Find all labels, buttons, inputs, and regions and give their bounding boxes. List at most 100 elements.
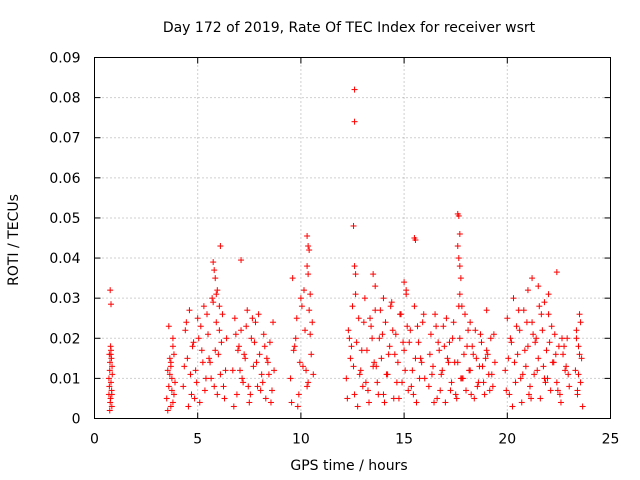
data-point: [165, 383, 172, 390]
data-point: [475, 379, 482, 386]
data-point: [190, 339, 197, 346]
data-point: [518, 399, 525, 406]
data-point: [205, 331, 212, 338]
data-point: [426, 351, 433, 358]
data-point: [566, 383, 573, 390]
data-point: [294, 403, 301, 410]
data-point: [437, 387, 444, 394]
data-point: [106, 359, 113, 366]
data-point: [220, 383, 227, 390]
data-point: [347, 355, 354, 362]
data-point: [378, 355, 385, 362]
data-point: [290, 347, 297, 354]
data-point: [199, 359, 206, 366]
data-point: [403, 287, 410, 294]
data-point: [386, 343, 393, 350]
data-point: [398, 311, 405, 318]
data-point: [557, 399, 564, 406]
data-point: [348, 343, 355, 350]
data-point: [367, 315, 374, 322]
data-point: [516, 327, 523, 334]
data-point: [575, 343, 582, 350]
data-point: [524, 343, 531, 350]
data-point: [381, 399, 388, 406]
data-point: [523, 319, 530, 326]
data-point: [410, 391, 417, 398]
data-point: [503, 387, 510, 394]
data-point: [210, 259, 217, 266]
data-point: [434, 395, 441, 402]
data-point: [170, 391, 177, 398]
data-point: [109, 371, 116, 378]
data-point: [233, 391, 240, 398]
data-point: [263, 355, 270, 362]
data-point: [412, 355, 419, 362]
data-point: [376, 335, 383, 342]
data-point: [201, 387, 208, 394]
data-point: [217, 243, 224, 250]
data-point: [451, 359, 458, 366]
data-point: [458, 303, 465, 310]
data-point: [445, 359, 452, 366]
data-point: [229, 367, 236, 374]
data-point: [193, 379, 200, 386]
data-point: [271, 367, 278, 374]
data-point: [389, 327, 396, 334]
data-point: [512, 379, 519, 386]
y-tick-label: 0.01: [49, 371, 80, 387]
data-point: [573, 327, 580, 334]
data-point: [372, 307, 379, 314]
data-point: [191, 395, 198, 402]
axis-ticks: [94, 57, 611, 419]
data-point: [292, 335, 299, 342]
data-point: [217, 371, 224, 378]
data-point: [377, 307, 384, 314]
data-point: [387, 303, 394, 310]
data-point: [287, 375, 294, 382]
data-point: [489, 383, 496, 390]
data-point: [306, 307, 313, 314]
data-point: [425, 383, 432, 390]
data-point: [550, 359, 557, 366]
data-point: [411, 303, 418, 310]
data-point: [261, 343, 268, 350]
data-point: [444, 355, 451, 362]
data-point: [188, 391, 195, 398]
data-point: [344, 395, 351, 402]
data-point: [369, 335, 376, 342]
data-point: [545, 311, 552, 318]
data-point: [187, 371, 194, 378]
data-point: [242, 355, 249, 362]
data-point: [484, 351, 491, 358]
data-point: [392, 331, 399, 338]
data-point: [107, 287, 114, 294]
data-point: [401, 347, 408, 354]
data-point: [457, 275, 464, 282]
data-point: [524, 287, 531, 294]
data-point: [577, 319, 584, 326]
data-point: [474, 383, 481, 390]
data-point: [563, 363, 570, 370]
y-tick-label: 0.07: [49, 131, 80, 147]
data-point: [521, 347, 528, 354]
data-point: [216, 327, 223, 334]
data-point: [553, 379, 560, 386]
data-point: [166, 371, 173, 378]
y-tick-label: 0.09: [49, 51, 80, 67]
data-point: [446, 339, 453, 346]
data-point: [304, 263, 311, 270]
data-point: [222, 367, 229, 374]
data-point: [249, 315, 256, 322]
data-point: [207, 359, 214, 366]
data-point: [352, 291, 359, 298]
data-point: [481, 391, 488, 398]
data-point: [565, 371, 572, 378]
data-point: [234, 347, 241, 354]
data-point: [483, 347, 490, 354]
data-point: [558, 335, 565, 342]
data-point: [401, 279, 408, 286]
data-point: [170, 351, 177, 358]
data-point: [248, 335, 255, 342]
data-point: [215, 351, 222, 358]
